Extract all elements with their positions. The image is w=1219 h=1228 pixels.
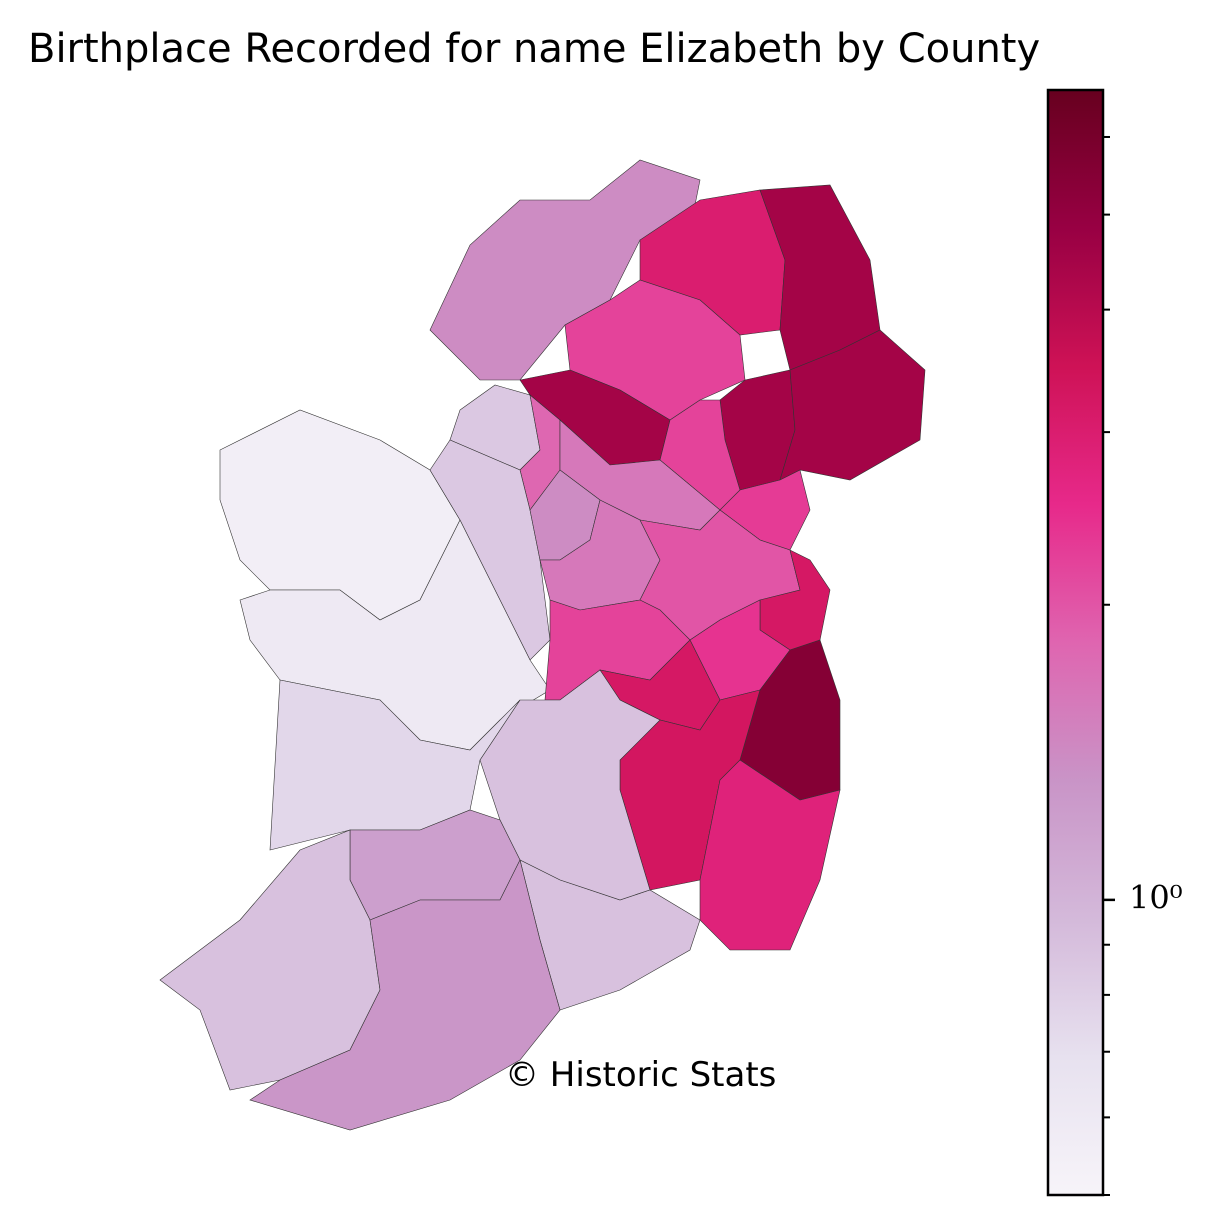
chart-title: Birthplace Recorded for name Elizabeth b…	[28, 26, 1040, 72]
county	[779, 329, 926, 481]
county	[249, 859, 561, 1131]
map	[159, 159, 926, 1131]
tick-label: 10⁰	[1129, 878, 1183, 916]
county	[219, 409, 461, 621]
colorbar	[1046, 88, 1105, 1197]
county	[699, 759, 841, 951]
colorbar-axis: 10⁰	[1103, 135, 1183, 1196]
credit: © Historic Stats	[505, 1055, 776, 1095]
